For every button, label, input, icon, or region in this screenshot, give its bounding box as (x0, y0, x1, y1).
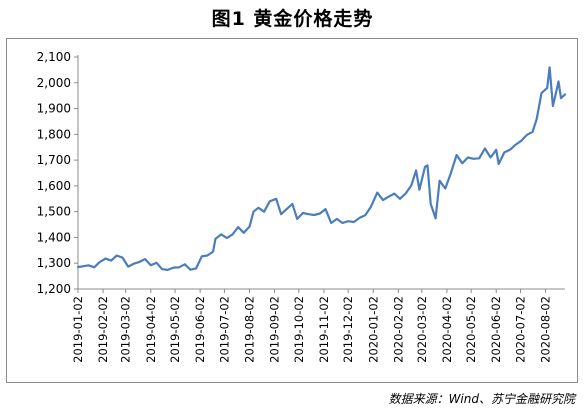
x-tick-label: 2020-05-02 (464, 296, 478, 363)
x-tick-label: 2020-06-02 (489, 296, 503, 363)
y-tick-label: 1,900 (37, 102, 71, 116)
x-tick-label: 2019-04-02 (144, 296, 158, 363)
y-axis-ticks: 1,200 1,300 1,400 1,500 1,600 1,700 1,800 1,900… (37, 50, 78, 296)
x-tick-label: 2019-02-02 (96, 296, 110, 363)
y-tick-label: 1,200 (37, 282, 71, 296)
x-tick-label: 2020-01-02 (366, 296, 380, 363)
x-tick-label: 2020-07-02 (514, 296, 528, 363)
x-tick-label: 2019-11-02 (317, 296, 331, 363)
x-tick-label: 2020-02-02 (391, 296, 405, 363)
y-tick-label: 1,500 (37, 205, 71, 219)
y-tick-label: 1,700 (37, 153, 71, 167)
y-tick-label: 1,600 (37, 179, 71, 193)
y-tick-label: 2,100 (37, 50, 71, 64)
x-tick-label: 2019-01-02 (71, 296, 85, 363)
x-tick-label: 2019-08-02 (243, 296, 257, 363)
x-tick-label: 2019-03-02 (119, 296, 133, 363)
y-tick-label: 1,300 (37, 256, 71, 270)
data-source-note: 数据来源：Wind、苏宁金融研究院 (388, 392, 575, 406)
x-tick-label: 2019-06-02 (193, 296, 207, 363)
x-tick-label: 2019-05-02 (168, 296, 182, 363)
series-layer (76, 66, 567, 271)
x-tick-label: 2020-03-02 (415, 296, 429, 363)
gold-price-line (76, 66, 567, 271)
x-tick-label: 2019-12-02 (341, 296, 355, 363)
x-tick-label: 2020-04-02 (440, 296, 454, 363)
y-tick-label: 1,400 (37, 230, 71, 244)
x-tick-label: 2019-09-02 (268, 296, 282, 363)
chart-title: 图1 黄金价格走势 (211, 8, 374, 30)
x-tick-label: 2019-10-02 (292, 296, 306, 363)
x-tick-label: 2020-08-02 (539, 296, 553, 363)
x-tick-label: 2019-07-02 (217, 296, 231, 363)
x-axis-ticks: 2019-01-02 2019-02-02 2019-03-02 2019-04-02… (71, 289, 553, 363)
chart-frame (6, 38, 578, 383)
y-tick-label: 1,800 (37, 127, 71, 141)
y-tick-label: 2,000 (37, 76, 71, 90)
axes (77, 55, 565, 290)
